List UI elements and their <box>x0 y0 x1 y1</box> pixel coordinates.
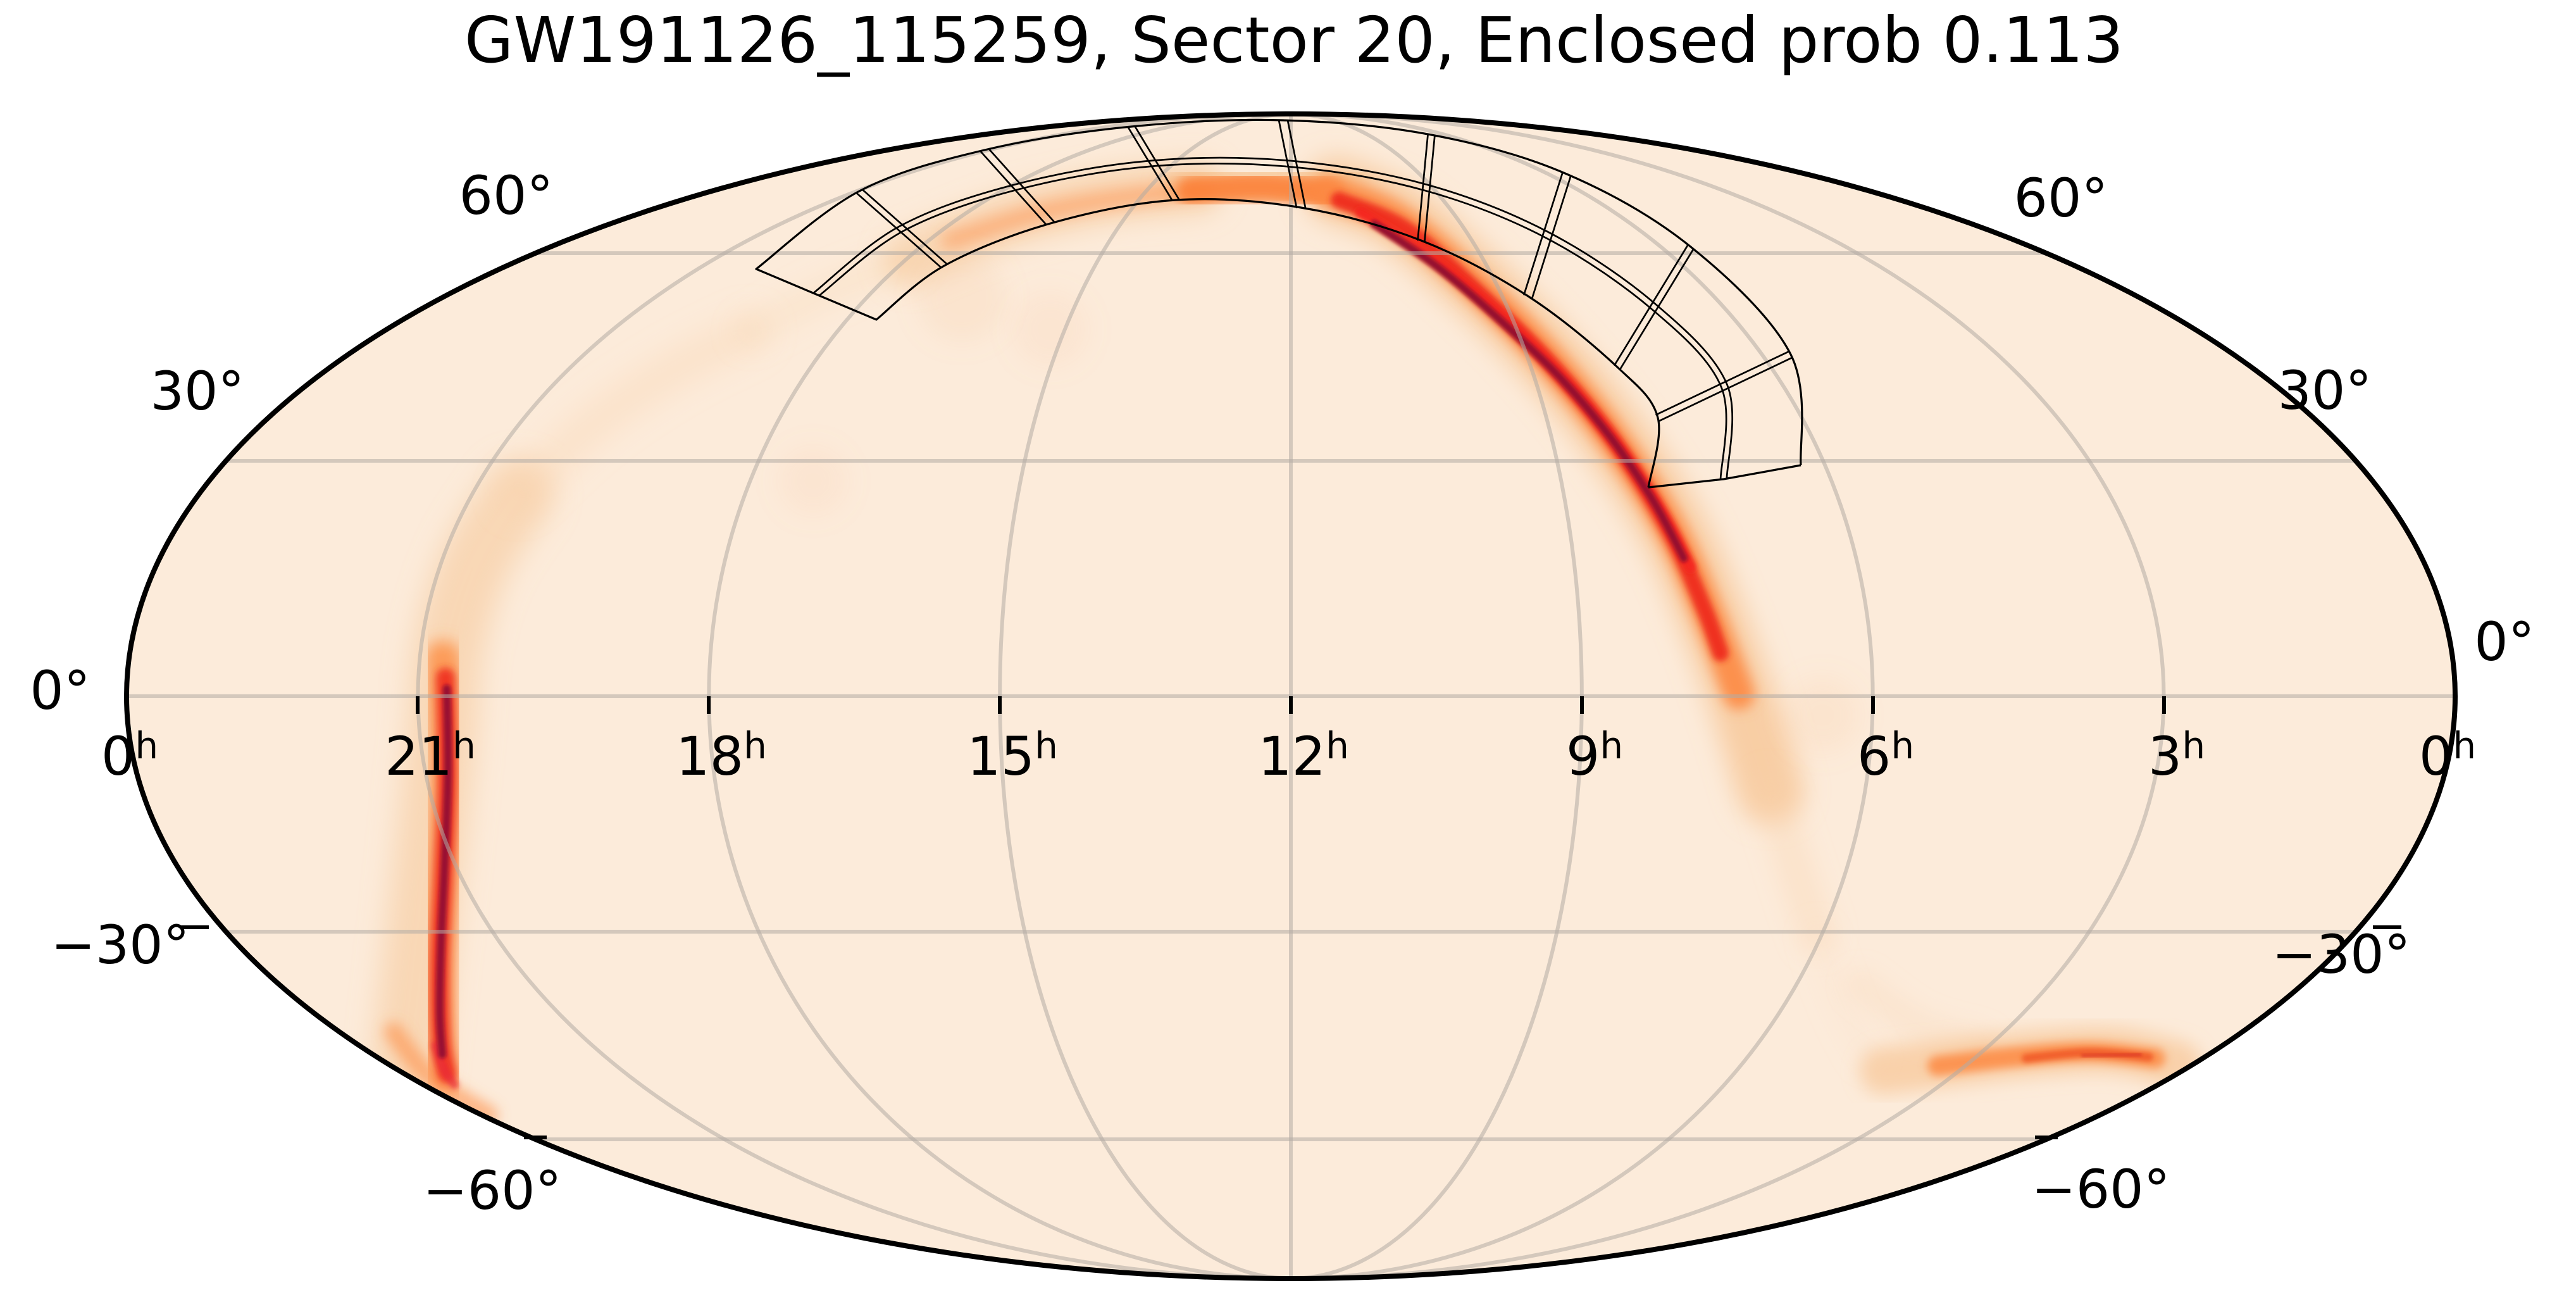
tess-footprint-seam <box>988 148 1056 223</box>
tess-footprint-seam <box>855 192 942 268</box>
dec-tick-label: 30° <box>151 360 245 422</box>
tess-footprint-seam <box>1417 133 1429 241</box>
tess-footprint-seam <box>1127 126 1173 201</box>
ra-tick-label: 0h <box>101 724 158 787</box>
probability-blob-4 <box>1784 677 1860 753</box>
map-border <box>124 111 2458 1281</box>
probability-band-top-orange <box>941 180 1212 250</box>
probability-band-br-dark <box>2081 1052 2143 1058</box>
probability-band-left-glow-fade <box>499 311 770 514</box>
dec-tick-label: 60° <box>2014 167 2108 229</box>
probability-blob-1 <box>918 253 1006 342</box>
tess-footprint-seam <box>861 189 949 265</box>
tess-footprint-seam <box>1134 125 1180 201</box>
dec-tick-label: −30° <box>51 914 189 976</box>
tess-footprint-seam <box>1424 134 1436 242</box>
tess-footprint-mosaic <box>755 118 1803 489</box>
dec-tick-label: 0° <box>2474 611 2534 673</box>
probability-blob-2 <box>1012 291 1088 367</box>
dec-tick-label: 30° <box>2278 360 2372 422</box>
dec-tick-label: 60° <box>459 165 554 227</box>
dec-tick-label: −60° <box>423 1160 561 1222</box>
ra-tick-label: 18h <box>676 724 767 787</box>
probability-band-left-edge-red <box>431 1041 459 1089</box>
dec-tick-label: −60° <box>2031 1158 2170 1220</box>
tess-footprint-end-edge-right <box>1648 464 1801 489</box>
tess-footprint-seam <box>1286 119 1307 209</box>
probability-band-apex-orange <box>1176 172 1345 208</box>
tess-footprint-inner-boundary <box>876 198 1660 488</box>
chart-title: GW191126_115259, Sector 20, Enclosed pro… <box>464 3 2124 77</box>
probability-band-right-core <box>1370 220 1688 563</box>
probability-band-left-core <box>435 684 452 1059</box>
tess-footprint-end-edge-left <box>755 268 878 321</box>
tess-footprint-seam <box>1614 244 1689 366</box>
probability-blob-3 <box>778 446 848 516</box>
tess-footprint-seam <box>979 150 1047 225</box>
tess-footprint-center-seam <box>812 156 1734 479</box>
tess-footprint-seam <box>1531 175 1572 299</box>
tess-footprint-seam <box>1655 350 1790 416</box>
dec-tick-label: 0° <box>30 660 90 722</box>
probability-band-right-fade-2 <box>1803 922 1883 1070</box>
probability-band-left-edge-orange <box>384 1022 498 1125</box>
probability-skymap <box>370 151 2201 1125</box>
tess-footprint-seam <box>1658 356 1793 422</box>
probability-band-right-fade-1 <box>1752 771 1836 954</box>
dec-tick-label: −30° <box>2272 923 2410 986</box>
tess-footprint-seam <box>1523 171 1564 296</box>
tess-footprint-center-seam <box>818 163 1727 480</box>
ra-tick-label: 0h <box>2419 724 2476 787</box>
tess-footprint-seam <box>1278 119 1298 209</box>
tess-footprint-seam <box>1619 248 1695 370</box>
tess-footprint-outer-boundary <box>756 118 1803 466</box>
